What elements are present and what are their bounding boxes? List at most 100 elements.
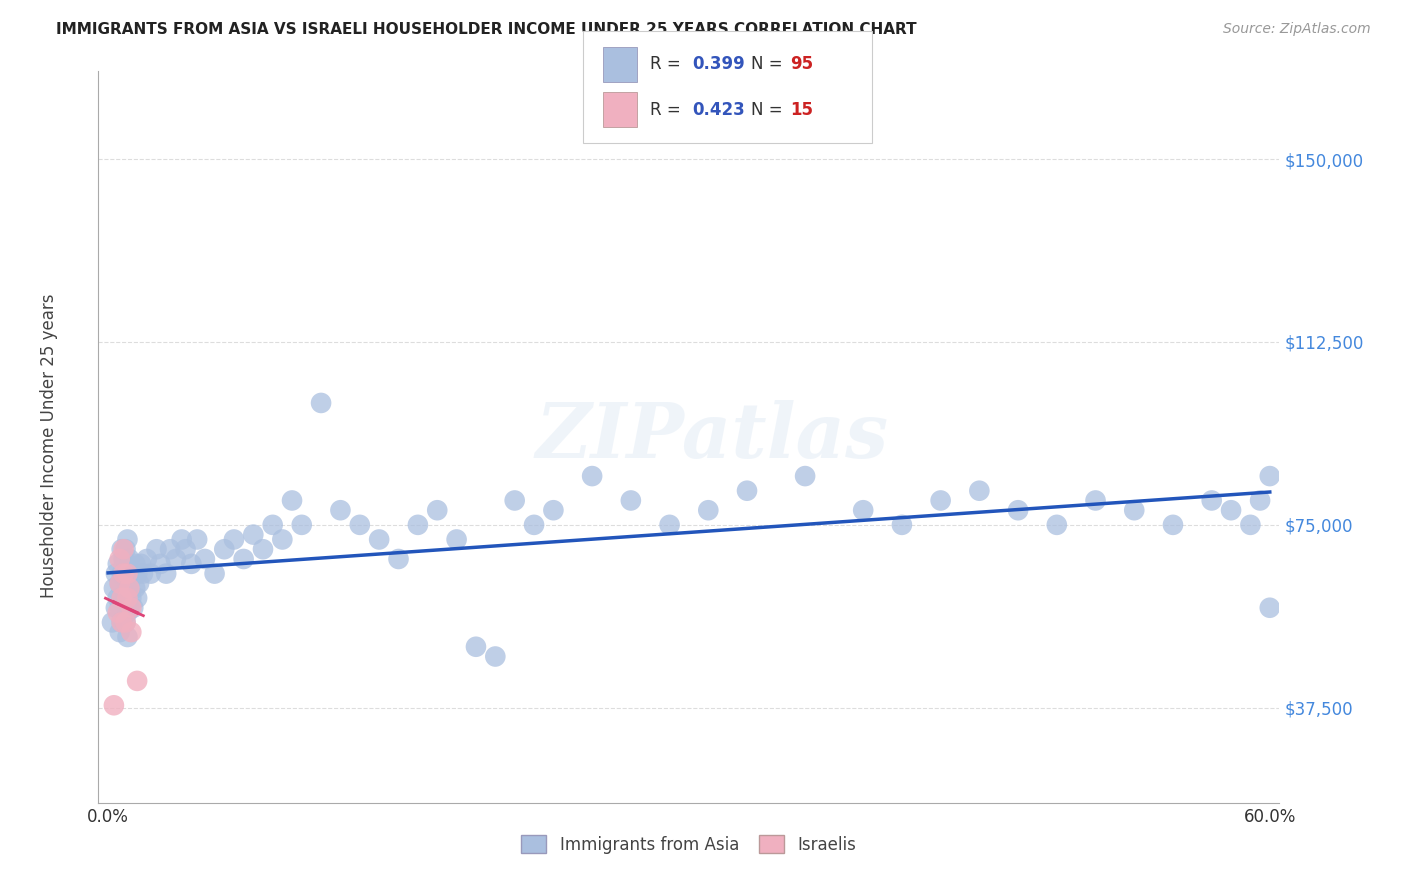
Point <box>108 625 131 640</box>
Point <box>114 615 136 630</box>
Point <box>120 566 142 581</box>
Text: 0.423: 0.423 <box>692 101 745 119</box>
Point <box>114 615 136 630</box>
Point <box>104 566 127 581</box>
Point <box>1249 493 1271 508</box>
Point <box>112 542 135 557</box>
Text: N =: N = <box>751 55 787 73</box>
Point <box>101 615 124 630</box>
Point <box>103 698 125 713</box>
Point <box>1161 517 1184 532</box>
Point <box>204 566 226 581</box>
Text: IMMIGRANTS FROM ASIA VS ISRAELI HOUSEHOLDER INCOME UNDER 25 YEARS CORRELATION CH: IMMIGRANTS FROM ASIA VS ISRAELI HOUSEHOL… <box>56 22 917 37</box>
Text: 15: 15 <box>790 101 813 119</box>
Point <box>484 649 506 664</box>
Point <box>309 396 332 410</box>
Point <box>112 600 135 615</box>
Point <box>132 566 155 581</box>
Text: R =: R = <box>650 55 686 73</box>
Point <box>127 566 149 581</box>
Point <box>122 600 145 615</box>
Point <box>108 576 131 591</box>
Point <box>120 591 142 605</box>
Point <box>262 517 284 532</box>
Point <box>107 557 129 571</box>
Point <box>111 542 134 557</box>
Point <box>581 469 603 483</box>
Point <box>118 581 141 595</box>
Point <box>124 581 146 595</box>
Point <box>107 591 129 605</box>
Point <box>329 503 352 517</box>
Point <box>291 517 314 532</box>
Point <box>1007 503 1029 517</box>
Point <box>794 469 817 483</box>
Point <box>108 576 131 591</box>
Point <box>118 600 141 615</box>
Point <box>135 552 157 566</box>
Point <box>1046 517 1069 532</box>
Point <box>118 576 141 591</box>
Legend: Immigrants from Asia, Israelis: Immigrants from Asia, Israelis <box>515 829 863 860</box>
Point <box>120 600 142 615</box>
Point <box>969 483 991 498</box>
Point <box>426 503 449 517</box>
Point <box>120 625 142 640</box>
Point <box>186 533 208 547</box>
Point <box>929 493 952 508</box>
Point <box>1084 493 1107 508</box>
Point <box>194 552 217 566</box>
Point <box>180 557 202 571</box>
Point <box>159 542 181 557</box>
Point <box>127 673 149 688</box>
Point <box>1123 503 1146 517</box>
Point <box>658 517 681 532</box>
Point <box>103 581 125 595</box>
Point <box>1220 503 1243 517</box>
Point <box>232 552 254 566</box>
Point <box>368 533 391 547</box>
Text: ZIPatlas: ZIPatlas <box>536 401 889 474</box>
Point <box>111 615 134 630</box>
Text: Householder Income Under 25 years: Householder Income Under 25 years <box>41 293 58 599</box>
Point <box>128 576 150 591</box>
Point <box>145 542 167 557</box>
Point <box>108 552 131 566</box>
Point <box>117 591 139 605</box>
Point <box>170 533 193 547</box>
Point <box>735 483 758 498</box>
Point <box>523 517 546 532</box>
Point <box>852 503 875 517</box>
Text: R =: R = <box>650 101 686 119</box>
Point <box>111 566 134 581</box>
Point <box>503 493 526 508</box>
Point <box>114 591 136 605</box>
Point <box>114 542 136 557</box>
Point <box>406 517 429 532</box>
Point <box>112 566 135 581</box>
Point <box>129 557 152 571</box>
Point <box>242 527 264 541</box>
Point <box>112 552 135 566</box>
Point <box>124 557 146 571</box>
Point <box>465 640 488 654</box>
Point <box>112 581 135 595</box>
Point <box>222 533 245 547</box>
Point <box>1201 493 1223 508</box>
Point <box>281 493 304 508</box>
Text: N =: N = <box>751 101 787 119</box>
Point <box>387 552 409 566</box>
Point <box>139 566 162 581</box>
Point <box>1258 600 1281 615</box>
Point <box>117 557 139 571</box>
Point <box>890 517 912 532</box>
Point <box>1239 517 1261 532</box>
Point <box>214 542 236 557</box>
Point <box>543 503 565 517</box>
Point <box>111 615 134 630</box>
Point <box>349 517 371 532</box>
Point <box>111 591 134 605</box>
Point <box>149 557 172 571</box>
Point <box>107 606 129 620</box>
Point <box>271 533 294 547</box>
